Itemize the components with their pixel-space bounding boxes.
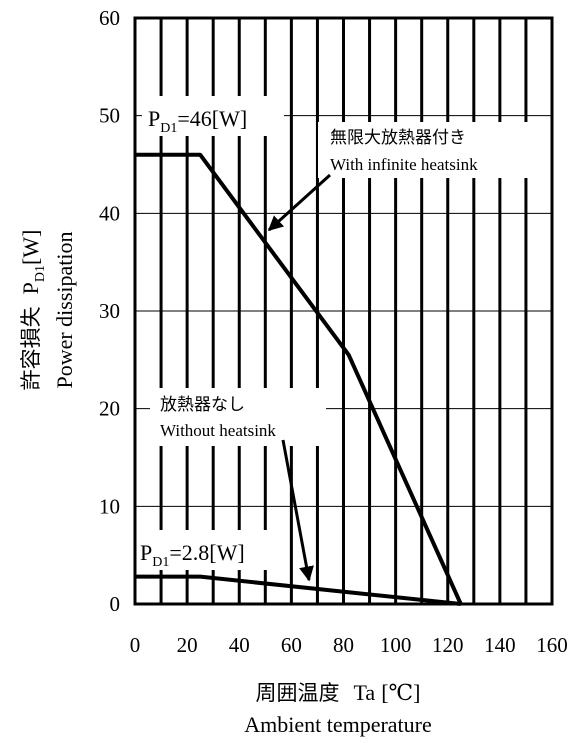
x-tick-label: 100 [380,633,412,657]
series-line-without-heatsink [135,574,461,606]
series-line-infinite-heatsink [135,152,463,605]
annotation-pd28: PD1=2.8[W] [140,540,245,570]
arrow-infinite-heatsink [267,173,332,232]
y-axis-label: 許容損失PD1[W] [18,230,48,391]
label-infinite-heatsink-en: With infinite heatsink [330,155,478,174]
label-bg-infinite [318,122,528,178]
x-tick-label: 140 [484,633,516,657]
x-tick-label: 60 [281,633,302,657]
x-tick-label: 40 [229,633,250,657]
label-without-heatsink-jp: 放熱器なし [160,395,245,415]
svg-text:許容損失PD1[W]: 許容損失PD1[W] [18,230,48,391]
y-axis-label-en: Power dissipation [52,231,77,388]
label-bg-pd28 [134,530,284,570]
y-tick-label: 60 [99,6,120,30]
x-axis-label-en: Ambient temperature [244,712,432,737]
label-without-heatsink-en: Without heatsink [160,421,276,440]
y-tick-label: 30 [99,299,120,323]
x-tick-label: 120 [432,633,464,657]
y-tick-label: 10 [99,494,120,518]
label-bg-without [150,388,326,446]
annotation-pd46: PD1=46[W] [148,106,247,136]
y-tick-labels: 0 10 20 30 40 50 60 [99,6,120,616]
x-tick-label: 160 [536,633,568,657]
x-tick-label: 80 [333,633,354,657]
x-tick-label: 20 [177,633,198,657]
label-bg-pd46 [142,96,284,136]
label-infinite-heatsink-jp: 無限大放熱器付き [330,128,466,148]
y-tick-label: 20 [99,397,120,421]
x-tick-label: 0 [130,633,141,657]
y-tick-label: 50 [99,104,120,128]
x-axis-label: 周囲温度 Ta [℃] [256,680,421,705]
plot-frame [133,16,554,606]
arrow-without-heatsink [281,439,314,582]
x-tick-labels: 0 20 40 60 80 100 120 140 160 [130,633,568,657]
y-tick-label: 40 [99,201,120,225]
y-tick-label: 0 [110,592,121,616]
